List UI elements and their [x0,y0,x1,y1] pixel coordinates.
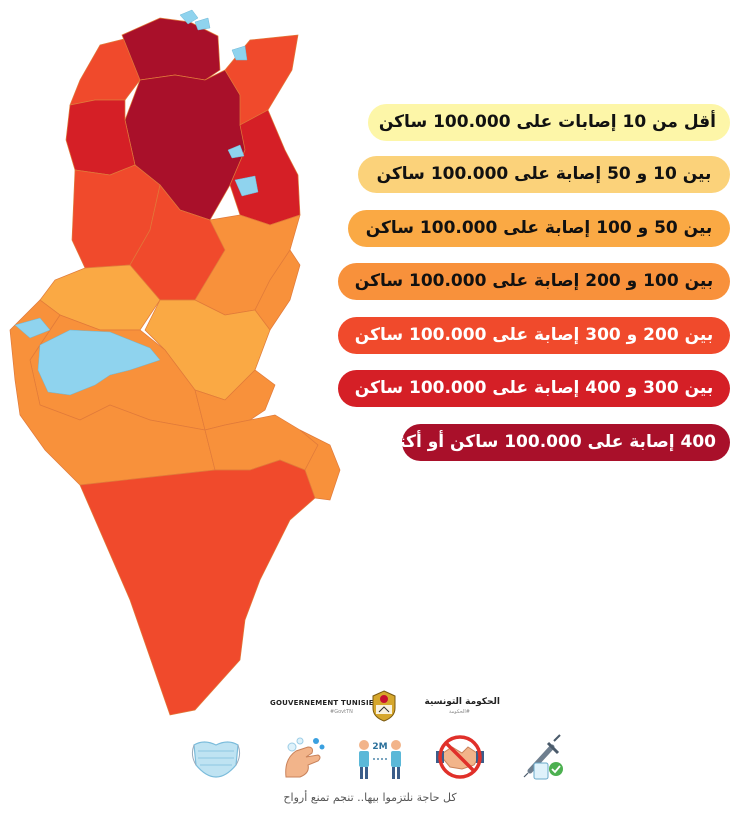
brand-ar-hashtag: #الحكومة [448,709,470,715]
brand-fr-hashtag: #GovtTN [330,709,353,715]
region-jendouba [65,99,136,176]
tunisia-map [9,9,341,716]
chott-el-jerid [37,329,161,396]
legend-item-7: 400 إصابة على 100.000 ساكن أو أكثر [389,424,730,461]
region-tataouine [79,459,316,716]
slogan: كل حاجة نلتزموا بيها.. تنجم تمنع أرواح [283,791,457,804]
sebkha-kelbia [227,144,245,159]
region-medenine [299,429,341,501]
sebkha-sidi-el-hani [234,175,259,197]
lake-bizerte [179,9,199,25]
handwash-icon [285,737,325,778]
mask-icon [191,741,241,778]
legend-item-5: بين 200 و 300 إصابة على 100.000 ساكن [338,317,730,354]
legend-item-6: بين 300 و 400 إصابة على 100.000 ساكن [338,370,730,407]
government-brand: GOUVERNEMENT TUNISIEN #GovtTN الحكومة ال… [270,690,500,724]
chott-el-gharsa [14,317,51,339]
legend-item-1: أقل من 10 إصابات على 100.000 ساكن [368,104,730,141]
legend-item-2: بين 10 و 50 إصابة على 100.000 ساكن [358,156,730,193]
brand-ar-label: الحكومة التونسية [424,697,500,707]
region-sahel-north [229,109,301,226]
prevention-icons: 2M [190,733,570,783]
brand-fr-label: GOUVERNEMENT TUNISIEN [270,699,380,707]
tunisia-emblem-icon [372,690,396,722]
legend-item-3: بين 50 و 100 إصابة على 100.000 ساكن [348,210,730,247]
lake-ichkeul [194,17,211,31]
legend-item-4: بين 100 و 200 إصابة على 100.000 ساكن [338,263,730,300]
distance-label: 2M [372,742,387,752]
vaccine-icon [523,734,563,780]
distance-2m-icon: 2M [359,740,401,779]
lake-tunis [231,45,248,61]
handshake-prohibited-icon [436,735,484,779]
